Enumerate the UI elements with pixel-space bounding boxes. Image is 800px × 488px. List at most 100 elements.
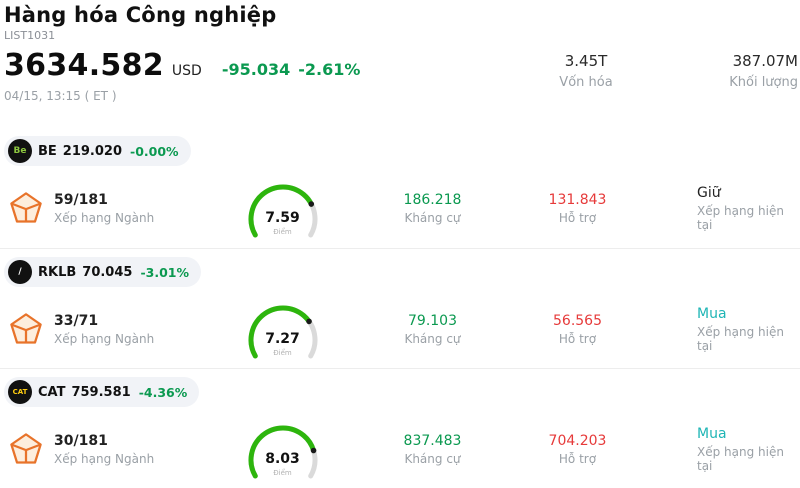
volume-stat: 387.07M Khối lượng (678, 52, 798, 90)
rating-label: Xếp hạng hiện tại (697, 324, 784, 353)
resistance-cell: 79.103 Kháng cự (355, 313, 510, 346)
support-value: 704.203 (548, 432, 607, 449)
score-gauge: 7.27 Điểm (238, 298, 328, 360)
industry-rank-label: Xếp hạng Ngành (54, 331, 155, 346)
score-gauge: 8.03 Điểm (238, 418, 328, 480)
industry-rank-icon (8, 311, 44, 347)
stock-row[interactable]: Be BE 219.020 -0.00% 59/181 Xếp hạng Ngà… (0, 128, 800, 248)
header: Hàng hóa Công nghiệp LIST1031 3634.582 U… (0, 0, 800, 128)
ticker-pill[interactable]: Be BE 219.020 -0.00% (4, 136, 191, 166)
support-cell: 56.565 Hỗ trợ (510, 313, 645, 346)
score-label: Điểm (273, 228, 292, 236)
industry-rank: 59/181 Xếp hạng Ngành (0, 190, 210, 226)
gauge-arc (248, 184, 317, 238)
gauge-marker-dot (308, 201, 314, 207)
stock-stats: 59/181 Xếp hạng Ngành 7.59 Điểm 186.218 (0, 172, 800, 244)
support-label: Hỗ trợ (558, 451, 597, 466)
ticker-price: 219.020 (62, 143, 123, 159)
support-value: 56.565 (553, 312, 602, 329)
price-line: 3634.582 USD -95.034 -2.61% (4, 48, 800, 83)
score-gauge: 7.59 Điểm (238, 177, 328, 239)
resistance-value: 186.218 (403, 191, 462, 208)
score-gauge-cell: 8.03 Điểm (210, 418, 355, 480)
rating-label: Xếp hạng hiện tại (697, 444, 784, 473)
rating-value: Mua (697, 305, 727, 322)
rating-cell: Mua Xếp hạng hiện tại (645, 426, 800, 473)
resistance-value: 79.103 (408, 312, 457, 329)
score-value: 7.27 (265, 331, 300, 347)
score-label: Điểm (273, 349, 292, 357)
volume-value: 387.07M (732, 52, 798, 70)
score-value: 7.59 (265, 210, 300, 226)
score-gauge-cell: 7.27 Điểm (210, 298, 355, 360)
market-cap-label: Vốn hóa (559, 75, 613, 90)
page-title: Hàng hóa Công nghiệp (4, 3, 277, 27)
rating-cell: Giữ Xếp hạng hiện tại (645, 185, 800, 232)
industry-rank-text: 59/181 Xếp hạng Ngành (54, 192, 154, 225)
stock-row[interactable]: CAT CAT 759.581 -4.36% 30/181 Xếp hạng N… (0, 368, 800, 488)
resistance-label: Kháng cự (404, 331, 461, 346)
industry-rank-value: 30/181 (54, 432, 108, 449)
current-price: 3634.582 (4, 48, 164, 83)
ticker-symbol: CAT (38, 384, 66, 400)
resistance-cell: 186.218 Kháng cự (355, 192, 510, 225)
rating-label: Xếp hạng hiện tại (697, 203, 784, 232)
ticker-symbol: RKLB (38, 264, 77, 280)
industry-rank-label: Xếp hạng Ngành (54, 451, 155, 466)
ticker-logo: Be (8, 139, 32, 163)
market-cap-value: 3.45T (564, 52, 608, 70)
industry-rank-text: 30/181 Xếp hạng Ngành (54, 433, 154, 466)
gauge-marker-dot (305, 318, 312, 325)
gauge-fill (248, 184, 317, 238)
support-cell: 704.203 Hỗ trợ (510, 433, 645, 466)
ticker-change: -3.01% (140, 264, 190, 280)
rating-cell: Mua Xếp hạng hiện tại (645, 306, 800, 353)
gauge-fill (248, 305, 317, 359)
datetime: 04/15, 13:15 ( ET ) (4, 89, 117, 103)
stock-row[interactable]: / RKLB 70.045 -3.01% 33/71 Xếp hạng Ngàn… (0, 248, 800, 368)
industry-rank: 33/71 Xếp hạng Ngành (0, 311, 210, 347)
industry-rank-value: 33/71 (54, 312, 99, 329)
rating-value: Giữ (697, 184, 721, 201)
ticker-symbol: BE (38, 143, 57, 159)
gauge-fill (248, 425, 317, 479)
ticker-change: -0.00% (130, 143, 179, 159)
gauge-arc (248, 305, 317, 359)
ticker-logo: / (8, 260, 32, 284)
stock-stats: 30/181 Xếp hạng Ngành 8.03 Điểm 837.483 (0, 413, 800, 485)
score-gauge-cell: 7.59 Điểm (210, 177, 355, 239)
volume-label: Khối lượng (729, 75, 798, 90)
resistance-label: Kháng cự (404, 210, 461, 225)
market-cap-stat: 3.45T Vốn hóa (538, 52, 634, 90)
industry-rank-text: 33/71 Xếp hạng Ngành (54, 313, 154, 346)
ticker-pill[interactable]: CAT CAT 759.581 -4.36% (4, 377, 200, 407)
industry-rank-icon (8, 190, 44, 226)
ticker-price: 759.581 (71, 384, 131, 400)
ticker-price: 70.045 (82, 264, 133, 280)
price-change-pct: -2.61% (298, 60, 361, 79)
industry-rank-label: Xếp hạng Ngành (54, 210, 155, 225)
resistance-cell: 837.483 Kháng cự (355, 433, 510, 466)
support-cell: 131.843 Hỗ trợ (510, 192, 645, 225)
currency-label: USD (171, 63, 202, 79)
gauge-arc (248, 425, 317, 479)
ticker-pill[interactable]: / RKLB 70.045 -3.01% (4, 257, 202, 287)
resistance-value: 837.483 (403, 432, 462, 449)
resistance-label: Kháng cự (404, 451, 461, 466)
industry-rank-value: 59/181 (54, 191, 108, 208)
ticker-logo: CAT (8, 380, 32, 404)
stock-stats: 33/71 Xếp hạng Ngành 7.27 Điểm 79.103 (0, 293, 800, 365)
list-id: LIST1031 (4, 29, 56, 42)
industry-rank: 30/181 Xếp hạng Ngành (0, 431, 210, 467)
gauge-marker-dot (310, 447, 316, 454)
score-value: 8.03 (265, 451, 300, 467)
rating-value: Mua (697, 425, 727, 442)
score-label: Điểm (273, 469, 292, 477)
support-value: 131.843 (548, 191, 607, 208)
support-label: Hỗ trợ (558, 331, 597, 346)
support-label: Hỗ trợ (558, 210, 597, 225)
industry-rank-icon (8, 431, 44, 467)
ticker-change: -4.36% (138, 384, 188, 400)
price-change: -95.034 (221, 60, 291, 79)
